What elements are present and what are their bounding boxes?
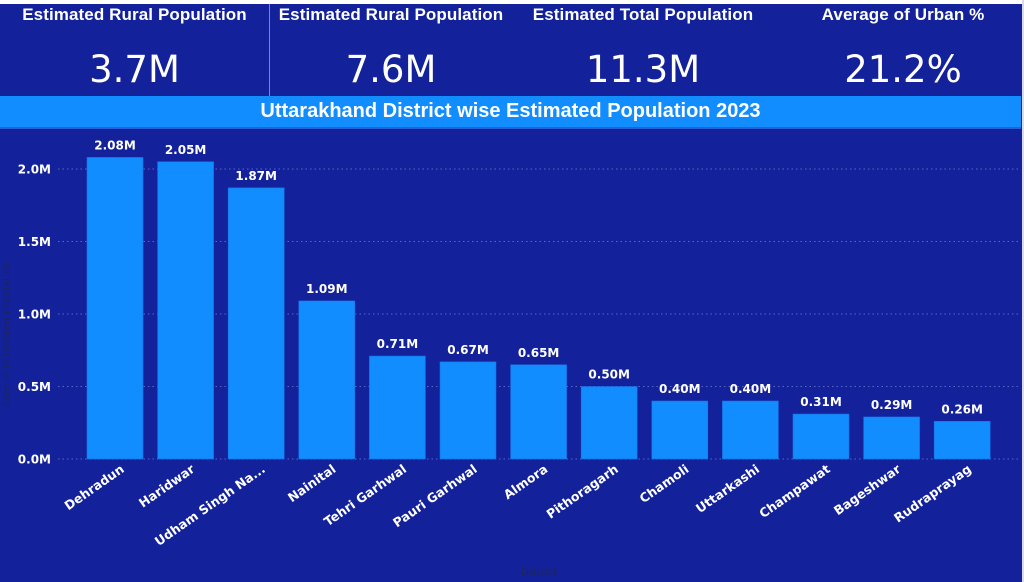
top-strip [0,0,1024,4]
kpi-card-total-population: Estimated Total Population 11.3M [512,4,774,96]
bar-nainital[interactable] [298,300,356,460]
bar-tehri-garhwal[interactable] [369,355,426,460]
bars [86,157,991,460]
bar-champawat[interactable] [792,413,850,460]
kpi-value: 3.7M [89,48,180,91]
y-axis-ticks: 0.0M 0.5M 1.0M 1.5M 2.0M [18,163,51,467]
kpi-card-urban-percent: Average of Urban % 21.2% [774,4,1024,96]
bar-chart: 0.0M 0.5M 1.0M 1.5M 2.0M 2.08M 2.05M 1.87M 1.09… [2,138,1018,578]
kpi-value: 11.3M [585,48,701,91]
data-label: 2.05M [165,143,207,157]
x-tick-label: Pithoragarh [544,461,621,521]
x-tick-label: Nainital [285,461,339,505]
data-label: 0.71M [377,337,419,351]
kpi-label: Average of Urban % [821,5,985,24]
data-label: 0.67M [447,343,489,357]
data-label: 0.29M [871,398,913,412]
data-label: 1.87M [235,169,277,183]
x-tick-label: Bageshwar [831,461,904,518]
kpi-label: Estimated Rural Population [278,5,504,24]
bar-chamoli[interactable] [651,400,709,460]
y-tick-label: 2.0M [18,163,51,177]
x-tick-label: Almora [501,461,551,502]
data-label: 1.09M [306,282,348,296]
y-tick-label: 0.0M [18,453,51,467]
kpi-label: Estimated Rural Population [22,5,247,24]
x-tick-label: Chamoli [636,461,691,506]
kpi-card-rural-population-1: Estimated Rural Population 3.7M [0,4,269,96]
y-axis-title: Sum of Estimated Population [2,262,13,407]
x-tick-label: Uttarkashi [693,461,762,516]
x-tick-label: Dehradun [62,461,127,513]
data-labels: 2.08M 2.05M 1.87M 1.09M 0.71M 0.67M 0.65M 0.50M… [94,138,983,416]
bar-uttarkashi[interactable] [722,400,779,460]
data-label: 0.40M [659,382,701,396]
card-divider [269,4,270,96]
data-label: 0.40M [730,382,772,396]
data-label: 0.26M [941,402,983,416]
y-tick-label: 1.5M [18,235,51,249]
data-label: 0.31M [800,395,842,409]
y-tick-label: 0.5M [18,380,51,394]
kpi-card-rural-population-2: Estimated Rural Population 7.6M [270,4,512,96]
bar-bageshwar[interactable] [863,416,920,460]
bar-haridwar[interactable] [157,161,214,460]
bar-pauri-garhwal[interactable] [439,361,497,460]
x-tick-label: Rudraprayag [891,461,974,525]
data-label: 0.65M [518,346,560,360]
bar-rudraprayag[interactable] [933,420,991,460]
bar-udham-singh-na-[interactable] [227,187,285,460]
kpi-label: Estimated Total Population [532,5,754,24]
right-border [1022,0,1024,582]
kpi-value: 7.6M [345,48,437,91]
data-label: 0.50M [588,368,630,382]
x-tick-label: Champawat [756,461,833,521]
kpi-value: 21.2% [844,48,962,91]
bar-dehradun[interactable] [86,157,144,460]
chart-title-bar: Uttarakhand District wise Estimated Popu… [0,96,1021,129]
x-tick-label: Haridwar [136,461,198,511]
bar-pithoragarh[interactable] [580,386,638,460]
chart-title: Uttarakhand District wise Estimated Popu… [260,100,761,122]
x-axis-title: District [521,567,557,578]
data-label: 2.08M [94,138,136,152]
bar-almora[interactable] [510,364,567,460]
y-tick-label: 1.0M [18,308,51,322]
